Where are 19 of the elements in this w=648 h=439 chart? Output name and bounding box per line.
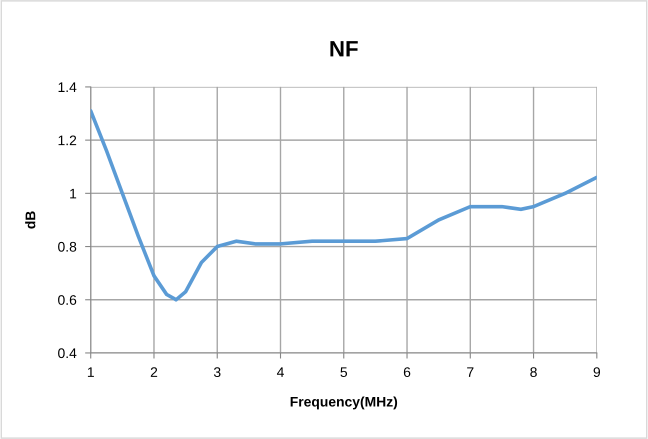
y-tick-label: 1	[70, 188, 76, 198]
x-tick-label: 4	[276, 367, 284, 377]
x-tick-label: 9	[594, 367, 600, 378]
y-tick-label: 0.8	[58, 242, 76, 252]
y-tick-label: 1.2	[58, 135, 76, 146]
y-tick-label: 1.4	[58, 82, 76, 92]
x-tick-label: 7	[467, 367, 474, 377]
x-tick-label: 2	[150, 367, 158, 377]
x-tick-label: 6	[404, 367, 410, 378]
line-series	[90, 109, 597, 302]
y-tick-label: 0.4	[58, 348, 76, 358]
x-tick-label: 8	[530, 367, 537, 378]
x-axis-title: Frequency(MHz)	[290, 396, 398, 410]
y-axis-title: dB	[25, 211, 36, 229]
x-tick-label: 1	[88, 367, 94, 377]
x-tick-label: 3	[214, 367, 220, 378]
x-tick-label: 5	[340, 367, 348, 378]
y-tick-label: 0.6	[58, 295, 76, 305]
chart-title: NF	[330, 41, 358, 56]
